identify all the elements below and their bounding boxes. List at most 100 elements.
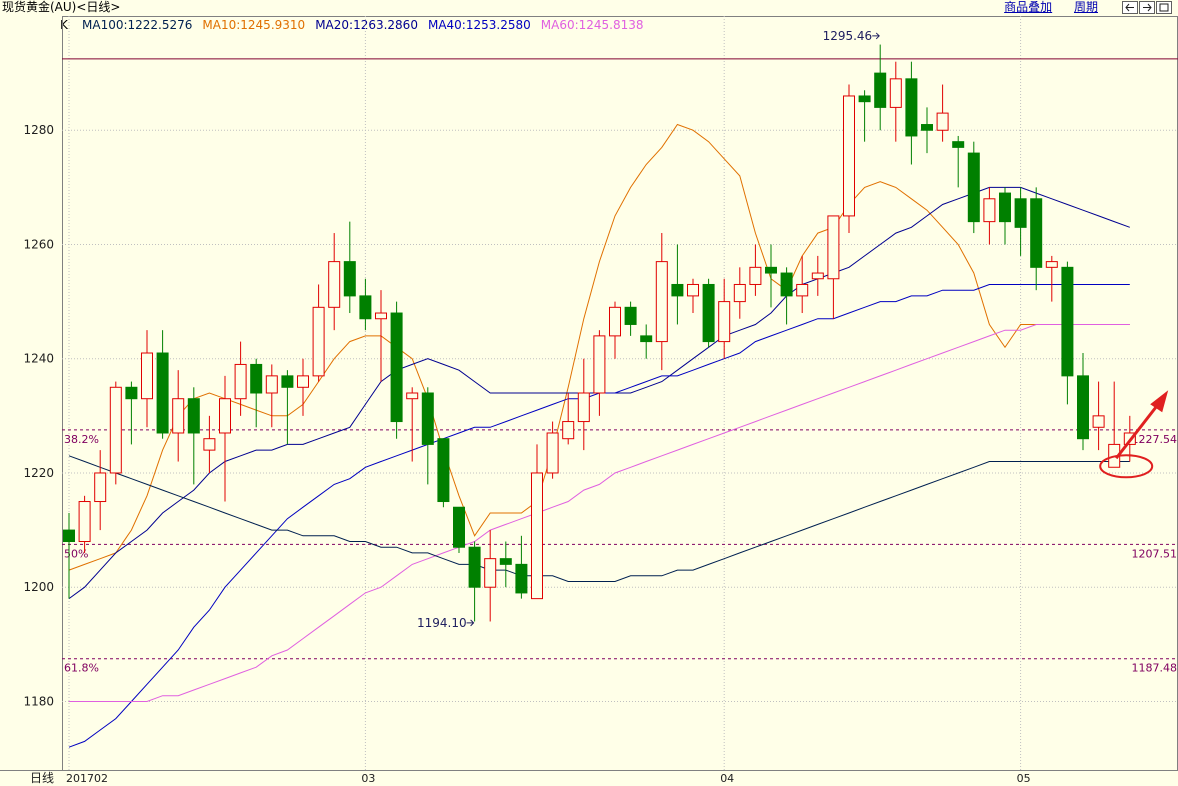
candle-body	[250, 363, 263, 394]
annotation-arrow	[872, 32, 880, 40]
candle-body	[375, 312, 387, 320]
ma-legend-item: MA60:1245.8138	[540, 18, 644, 32]
candle-body	[484, 558, 497, 588]
candle-body	[406, 392, 419, 400]
candle-body	[921, 124, 933, 131]
ma-legend-item: MA100:1222.5276	[82, 18, 193, 32]
ma-legend-item: MA20:1263.2860	[315, 18, 418, 32]
x-tick-label: 03	[361, 772, 375, 785]
candle-body	[1014, 198, 1027, 228]
candle-body	[983, 198, 996, 223]
candle-body	[687, 283, 699, 297]
candle-body	[1061, 266, 1074, 377]
ma-legend: K MA100:1222.5276 MA10:1245.9310 MA20:1263.…	[60, 18, 664, 32]
candle-body	[655, 261, 668, 343]
highlight-arrow-line	[1115, 403, 1160, 460]
candle-body	[905, 78, 918, 137]
ma-legend-item: MA40:1253.2580	[427, 18, 531, 32]
candle-body	[936, 112, 949, 131]
y-tick-label: 1220	[23, 466, 54, 480]
overlay-products-link[interactable]: 商品叠加	[1004, 0, 1053, 14]
fib-pct-label: 50%	[64, 547, 88, 560]
candle-body	[640, 335, 653, 343]
candle-body	[843, 95, 855, 217]
candle-body	[421, 392, 434, 445]
candle-body	[609, 306, 621, 337]
y-tick-label: 1200	[23, 580, 54, 594]
candle-body	[219, 398, 231, 434]
highlight-arrow-head	[1150, 390, 1169, 413]
candle-body	[437, 438, 450, 503]
y-tick-label: 1180	[23, 694, 54, 708]
highlight-ellipse	[1099, 454, 1154, 479]
candle-body	[811, 272, 824, 280]
ma-legend-k-label: K	[60, 18, 68, 32]
candle-body	[546, 432, 559, 474]
candle-body	[515, 563, 528, 594]
fib-value-label: 1207.51	[1132, 547, 1178, 560]
x-tick-label: 05	[1017, 772, 1031, 785]
fib-pct-label: 61.8%	[64, 662, 99, 675]
candle-body	[281, 375, 294, 388]
candle-body	[125, 386, 138, 400]
candle-body	[172, 398, 185, 434]
period-link[interactable]: 周期	[1073, 0, 1098, 14]
price-annotation: 1194.10	[417, 616, 467, 630]
candle-body	[390, 312, 403, 423]
candle-body	[718, 301, 731, 343]
candle-body	[343, 261, 356, 297]
ma-line-ma10	[68, 123, 1130, 571]
candle-body	[1092, 415, 1105, 428]
nav-controls	[1122, 0, 1174, 19]
x-axis-label: 日线	[30, 771, 54, 785]
candle-body	[562, 421, 575, 440]
ma-legend-item: MA10:1245.9310	[202, 18, 306, 32]
candle-body	[531, 472, 543, 600]
candle-body	[156, 352, 169, 434]
annotation-arrow	[466, 619, 475, 627]
candle-body	[733, 283, 746, 303]
candle-body	[889, 78, 902, 108]
expand-icon[interactable]	[1156, 1, 1172, 14]
fib-value-label: 1227.54	[1132, 433, 1178, 446]
candle-body	[499, 558, 512, 565]
candle-body	[328, 261, 341, 308]
candle-body	[78, 501, 91, 543]
candle-body	[780, 272, 793, 297]
fib-value-label: 1187.48	[1132, 662, 1178, 675]
candle-body	[359, 295, 372, 320]
arrow-right-icon[interactable]	[1139, 1, 1155, 14]
candle-body	[94, 472, 107, 503]
y-tick-label: 1260	[23, 237, 54, 251]
ma-line-ma60	[69, 324, 1130, 702]
candle-body	[265, 375, 278, 394]
candle-body	[765, 266, 777, 274]
candle-body	[63, 529, 75, 543]
price-annotation: 1295.46	[823, 29, 873, 43]
candle-body	[874, 72, 887, 108]
candle-body	[593, 335, 606, 394]
candle-body	[702, 283, 715, 343]
candle-body	[796, 283, 809, 297]
x-tick-label: 04	[720, 772, 734, 785]
candle-body	[967, 152, 980, 223]
candle-body	[109, 386, 122, 474]
candle-body	[1030, 198, 1043, 268]
nav-icons	[1122, 1, 1172, 14]
y-tick-label: 1280	[23, 123, 54, 137]
candle-body	[468, 546, 481, 588]
arrow-left-icon[interactable]	[1122, 1, 1138, 14]
candle-body	[141, 352, 153, 400]
header-links: 商品叠加 周期	[986, 0, 1098, 14]
candle-body	[999, 192, 1011, 223]
candle-body	[234, 363, 247, 400]
candle-body	[952, 141, 965, 148]
x-tick-label: 201702	[66, 772, 108, 785]
candle-body	[203, 438, 216, 451]
candle-body	[312, 306, 325, 377]
ma-line-ma100	[68, 455, 1130, 582]
candle-body	[671, 283, 684, 297]
candle-body	[624, 306, 637, 325]
candle-body	[749, 266, 762, 285]
